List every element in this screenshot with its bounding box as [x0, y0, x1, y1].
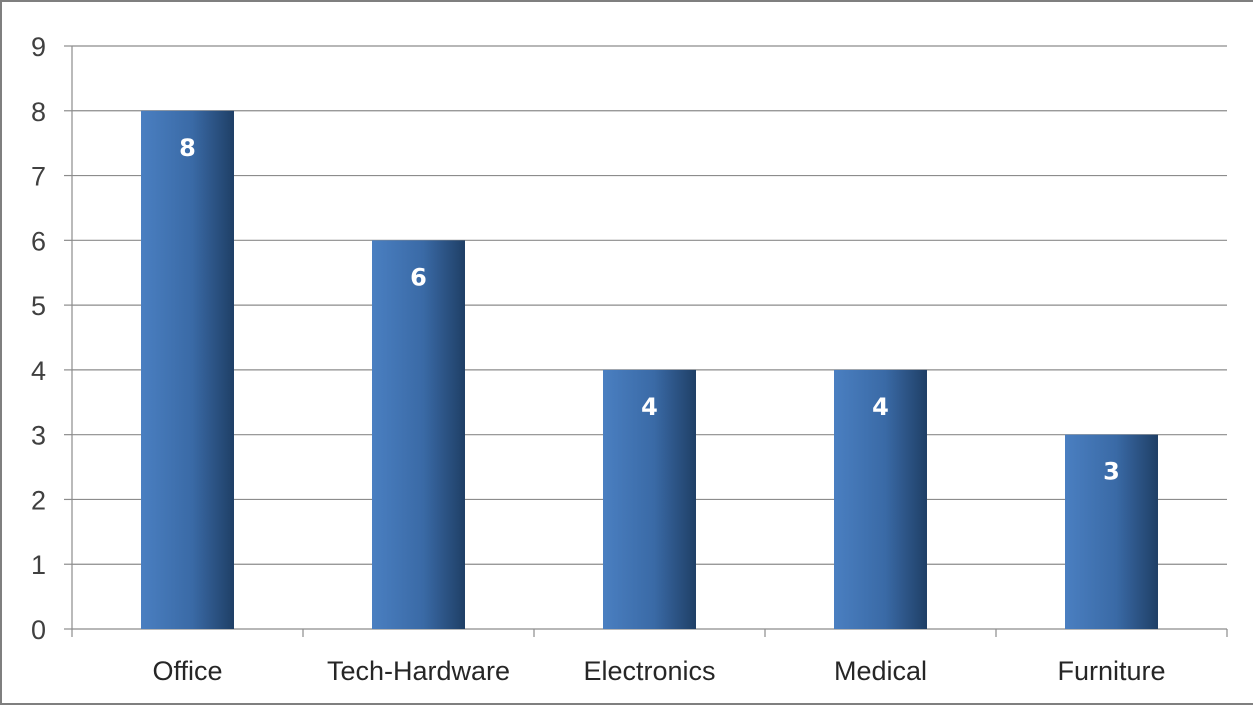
data-label: 6: [410, 263, 427, 291]
bar-tech-hardware: [372, 240, 465, 630]
bar-electronics: [603, 369, 696, 629]
y-tick-label: 9: [31, 32, 46, 62]
y-tick-label: 6: [31, 226, 46, 256]
x-category-label: Tech-Hardware: [327, 656, 510, 686]
y-tick-label: 0: [31, 615, 46, 645]
y-tick-label: 8: [31, 97, 46, 127]
x-category-label: Furniture: [1057, 656, 1165, 686]
bar-office: [141, 110, 234, 630]
y-tick-label: 1: [31, 550, 46, 580]
y-tick-label: 2: [31, 485, 46, 515]
data-label: 4: [872, 393, 889, 421]
y-tick-label: 7: [31, 162, 46, 192]
data-label: 3: [1103, 458, 1120, 486]
x-category-label: Electronics: [583, 656, 715, 686]
bar-furniture: [1065, 434, 1158, 629]
gridlines: [72, 45, 1227, 565]
y-tick-label: 5: [31, 291, 46, 321]
bar-medical: [834, 369, 927, 629]
data-label: 8: [179, 134, 196, 162]
bars: [141, 110, 1158, 630]
x-category-label: Medical: [834, 656, 927, 686]
x-category-label: Office: [152, 656, 222, 686]
y-tick-label: 3: [31, 421, 46, 451]
data-label: 4: [641, 393, 658, 421]
labels: 0 1 2 3 4 5 6 7 8 9 8 Office 6 Tech-Hardware 4 Electron…: [31, 32, 1166, 686]
y-tick-label: 4: [31, 356, 46, 386]
